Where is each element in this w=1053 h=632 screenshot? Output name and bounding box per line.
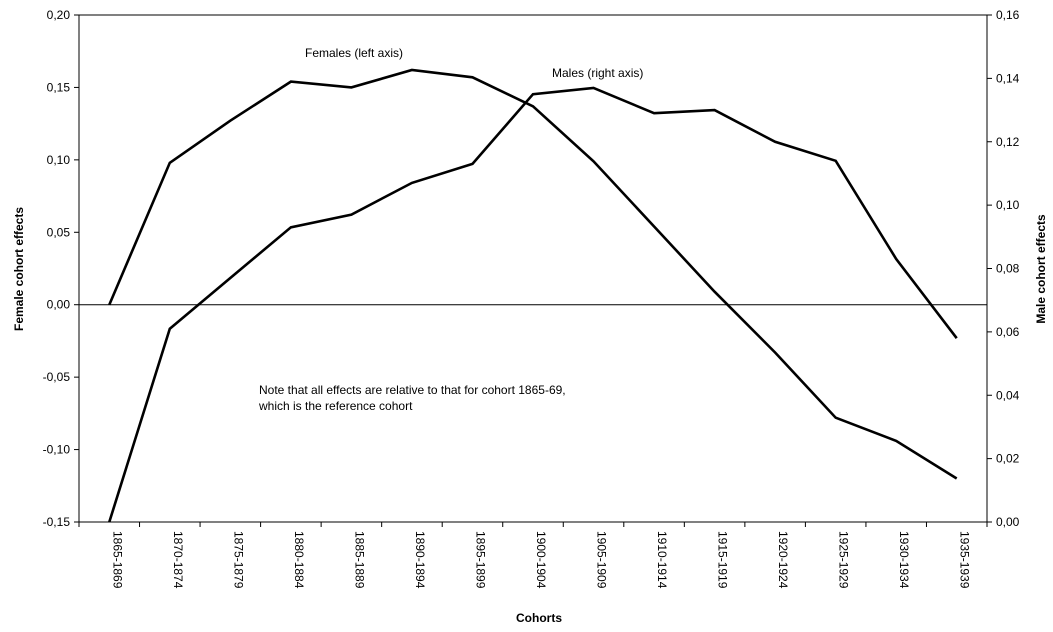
x-tick-label: 1865-1869 — [110, 531, 124, 589]
x-tick-label: 1875-1879 — [231, 531, 245, 589]
axes-layer: -0,15 -0,10 -0,05 0,00 0,05 0,10 0,15 0,20 0,00 0… — [43, 8, 1020, 589]
right-y-tick-label: 0,04 — [996, 388, 1020, 402]
x-tick-label: 1885-1889 — [352, 531, 366, 589]
left-y-tick-label: 0,05 — [47, 225, 71, 239]
left-y-tick-label: 0,10 — [47, 153, 71, 167]
right-y-tick-label: 0,06 — [996, 325, 1020, 339]
left-y-tick-label: 0,20 — [47, 8, 71, 22]
x-tick-label: 1935-1939 — [958, 531, 972, 589]
x-tick-label: 1870-1874 — [171, 531, 185, 589]
right-y-tick-label: 0,14 — [996, 71, 1020, 85]
male-series-label: Males (right axis) — [552, 66, 643, 80]
x-tick-label: 1890-1894 — [413, 531, 427, 589]
left-y-tick-label: -0,05 — [43, 370, 71, 384]
x-tick-label: 1905-1909 — [595, 531, 609, 589]
x-tick-label: 1930-1934 — [897, 531, 911, 589]
left-y-tick-label: 0,00 — [47, 298, 71, 312]
right-y-tick-label: 0,10 — [996, 198, 1020, 212]
x-tick-label: 1895-1899 — [473, 531, 487, 589]
female-series-line — [108, 68, 958, 480]
right-y-tick-label: 0,02 — [996, 452, 1020, 466]
annotation-line-1: Note that all effects are relative to th… — [259, 383, 566, 397]
x-tick-label: 1920-1924 — [776, 531, 790, 589]
x-tick-label: 1910-1914 — [655, 531, 669, 589]
plot-frame — [78, 14, 988, 523]
right-y-tick-label: 0,16 — [996, 8, 1020, 22]
female-series-label: Females (left axis) — [305, 46, 403, 60]
x-tick-label: 1880-1884 — [292, 531, 306, 589]
left-y-tick-label: -0,15 — [43, 515, 71, 529]
x-tick-label: 1915-1919 — [716, 531, 730, 589]
annotation-line-2: which is the reference cohort — [258, 399, 413, 413]
left-y-tick-label: 0,15 — [47, 80, 71, 94]
right-y-tick-label: 0,12 — [996, 135, 1020, 149]
right-y-tick-label: 0,08 — [996, 262, 1020, 276]
left-y-axis-title: Female cohort effects — [12, 207, 26, 331]
right-y-tick-label: 0,00 — [996, 515, 1020, 529]
left-y-tick-label: -0,10 — [43, 443, 71, 457]
x-axis-title: Cohorts — [516, 611, 562, 625]
series-layer — [108, 68, 958, 523]
x-tick-label: 1925-1929 — [837, 531, 851, 589]
right-y-axis-title: Male cohort effects — [1034, 214, 1048, 324]
x-tick-label: 1900-1904 — [534, 531, 548, 589]
male-series-line — [108, 86, 958, 523]
